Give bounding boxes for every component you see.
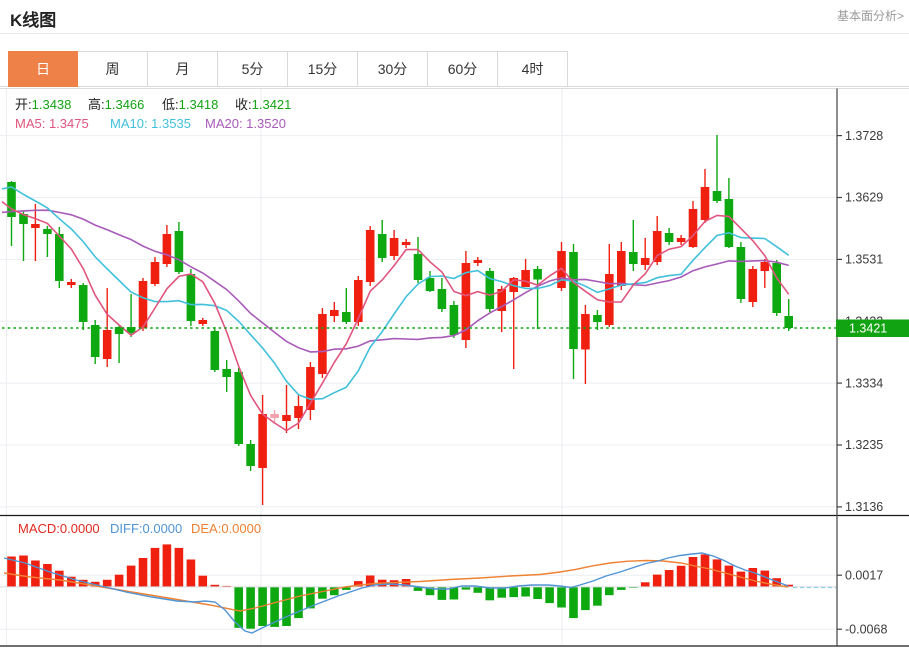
svg-text:1.3531: 1.3531 bbox=[845, 253, 883, 267]
svg-text:1.3728: 1.3728 bbox=[845, 129, 883, 143]
svg-text:1.3421: 1.3421 bbox=[849, 322, 887, 336]
svg-text:1.3629: 1.3629 bbox=[845, 191, 883, 205]
svg-text:0.0017: 0.0017 bbox=[845, 568, 883, 582]
svg-text:1.3235: 1.3235 bbox=[845, 438, 883, 452]
svg-text:1.3334: 1.3334 bbox=[845, 376, 883, 390]
svg-text:1.3136: 1.3136 bbox=[845, 500, 883, 514]
svg-text:-0.0068: -0.0068 bbox=[845, 622, 887, 636]
